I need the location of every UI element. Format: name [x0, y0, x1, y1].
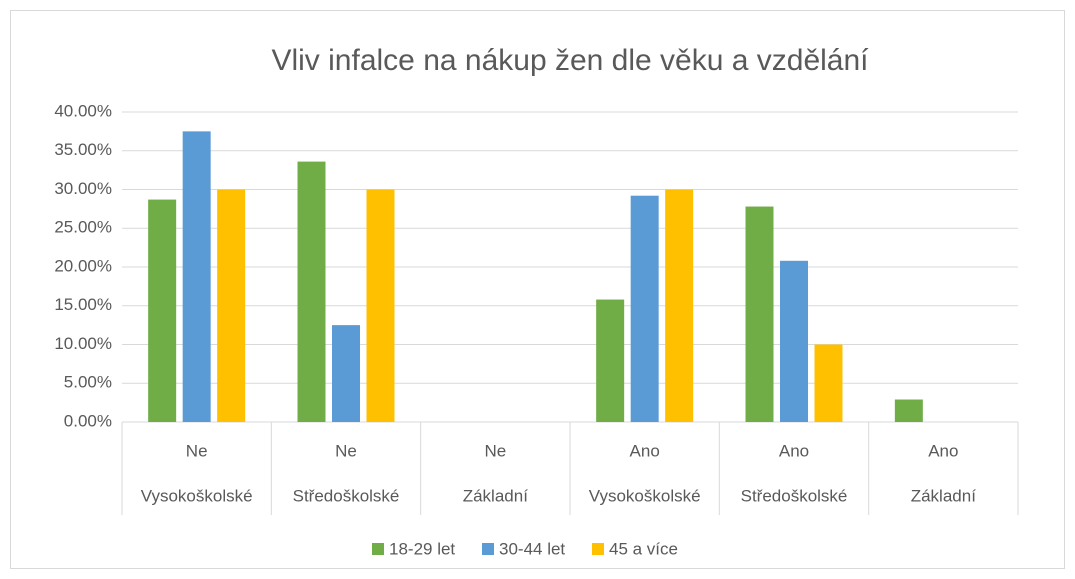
bar	[148, 199, 177, 422]
legend-swatch	[482, 543, 494, 555]
y-tick-label: 30.00%	[54, 179, 112, 198]
bar	[366, 189, 395, 422]
x-tick-label: Středoškolské	[293, 486, 400, 505]
x-tick-label: Základní	[463, 486, 528, 505]
x-group-label: Ne	[335, 441, 357, 460]
legend-label: 30-44 let	[499, 539, 565, 558]
legend-label: 45 a více	[609, 539, 678, 558]
x-group-label: Ano	[779, 441, 809, 460]
bar	[182, 131, 211, 422]
y-tick-label: 20.00%	[54, 256, 112, 275]
x-group-label: Ano	[630, 441, 660, 460]
x-group-label: Ne	[186, 441, 208, 460]
y-tick-label: 35.00%	[54, 140, 112, 159]
y-tick-label: 0.00%	[64, 411, 112, 430]
bar	[814, 344, 843, 422]
x-tick-label: Středoškolské	[741, 486, 848, 505]
x-tick-label: Vysokoškolské	[141, 486, 253, 505]
bar	[630, 195, 659, 422]
y-tick-label: 10.00%	[54, 334, 112, 353]
legend-label: 18-29 let	[389, 539, 455, 558]
bar	[217, 189, 246, 422]
y-tick-label: 40.00%	[54, 101, 112, 120]
y-tick-label: 5.00%	[64, 373, 112, 392]
x-tick-label: Vysokoškolské	[589, 486, 701, 505]
bar	[332, 325, 360, 422]
bar	[665, 189, 694, 422]
bar	[596, 299, 625, 422]
bar	[780, 260, 808, 422]
legend-swatch	[372, 543, 384, 555]
x-group-label: Ano	[928, 441, 958, 460]
legend-swatch	[592, 543, 604, 555]
y-tick-label: 25.00%	[54, 218, 112, 237]
chart-title: Vliv infalce na nákup žen dle věku a vzd…	[271, 44, 869, 77]
bar	[745, 206, 774, 422]
y-tick-label: 15.00%	[54, 295, 112, 314]
bar	[297, 161, 326, 422]
bar	[894, 399, 923, 422]
x-tick-label: Základní	[911, 486, 976, 505]
x-group-label: Ne	[484, 441, 506, 460]
